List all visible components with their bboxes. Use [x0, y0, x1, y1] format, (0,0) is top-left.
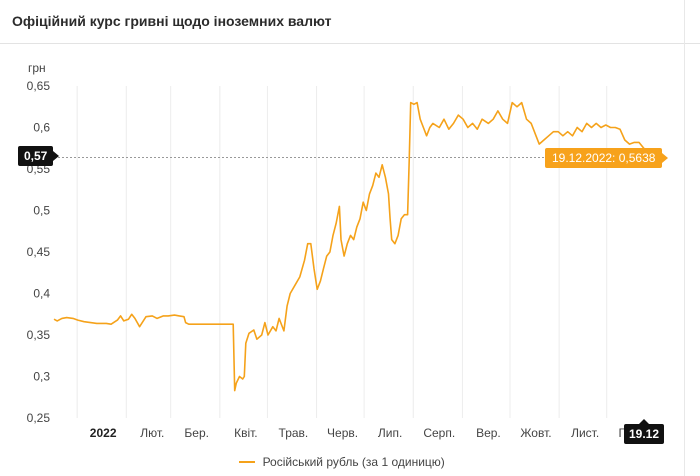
y-tick-label: 0,45: [27, 245, 51, 259]
y-tick-label: 0,6: [33, 121, 50, 135]
x-tick-label: 2022: [90, 426, 117, 440]
y-axis: 0,250,30,350,40,450,50,550,60,65: [27, 79, 51, 425]
y-tick-label: 0,4: [33, 287, 50, 301]
x-tick-label: Лют.: [140, 426, 164, 440]
x-tick-label: Жовт.: [520, 426, 551, 440]
x-tick-label: Серп.: [423, 426, 455, 440]
panel-right-border: [684, 0, 685, 476]
y-axis-unit: грн: [28, 61, 46, 75]
y-tick-label: 0,3: [33, 370, 50, 384]
x-tick-label: Вер.: [476, 426, 501, 440]
chart-title: Офіційний курс гривні щодо іноземних вал…: [12, 13, 332, 29]
chart-header: Офіційний курс гривні щодо іноземних вал…: [0, 0, 700, 44]
legend-swatch: [239, 460, 256, 463]
x-tick-label: Лип.: [378, 426, 402, 440]
tooltip: 19.12.2022: 0,5638: [545, 148, 669, 168]
x-tick-label: Трав.: [279, 426, 309, 440]
legend[interactable]: Російський рубль (за 1 одиницю): [0, 455, 684, 469]
series-line-rub[interactable]: [53, 101, 662, 392]
y-tick-label: 0,35: [27, 328, 51, 342]
y-tick-label: 0,25: [27, 411, 51, 425]
x-tick-label: Лист.: [571, 426, 599, 440]
x-axis: 2022 Лют. Бер. Квіт. Трав. Черв. Лип. Серп. Вер.…: [90, 426, 647, 440]
crosshair-x-label: 19.12: [624, 419, 665, 444]
crosshair-y-label: 0,57: [18, 146, 60, 166]
legend-label: Російський рубль (за 1 одиницю): [262, 455, 445, 469]
grid-lines: [76, 86, 608, 418]
y-tick-label: 0,5: [33, 204, 50, 218]
y-tick-label: 0,65: [27, 79, 51, 93]
x-tick-label: Квіт.: [234, 426, 258, 440]
x-tick-label: Черв.: [327, 426, 358, 440]
x-tick-label: Бер.: [184, 426, 209, 440]
